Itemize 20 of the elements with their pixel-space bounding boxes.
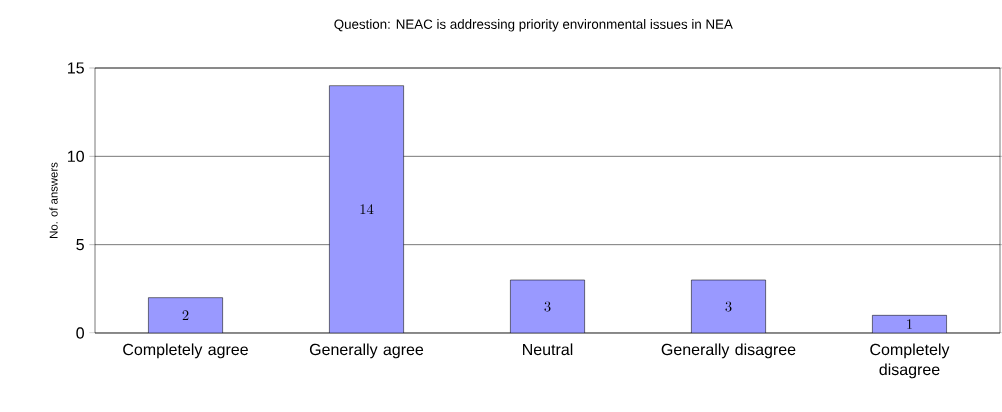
y-axis-title: No. of answers — [49, 162, 58, 238]
data-label: 3 — [725, 301, 732, 312]
data-label: 1 — [907, 319, 912, 329]
data-label: 3 — [544, 301, 551, 312]
bar — [329, 85, 404, 333]
bar — [148, 297, 223, 333]
data-label: 2 — [182, 310, 189, 321]
y-tick-label: 0 — [76, 327, 84, 339]
x-tick-label: Completely agree — [123, 343, 248, 359]
x-tick-label: Neutral — [523, 343, 573, 356]
y-tick-label: 10 — [68, 150, 84, 162]
bar — [691, 279, 766, 333]
x-tick-label: Completely disagree — [870, 343, 950, 379]
data-label: 14 — [360, 204, 374, 215]
chart-title: Question: NEAC is addressing priority environmental issues in NEA — [334, 19, 733, 32]
y-tick-label: 5 — [76, 239, 84, 251]
y-tick-label: 15 — [68, 62, 84, 74]
bar — [510, 279, 585, 333]
x-tick-label: Generally disagree — [661, 343, 796, 359]
x-tick-label: Generally agree — [309, 343, 424, 359]
